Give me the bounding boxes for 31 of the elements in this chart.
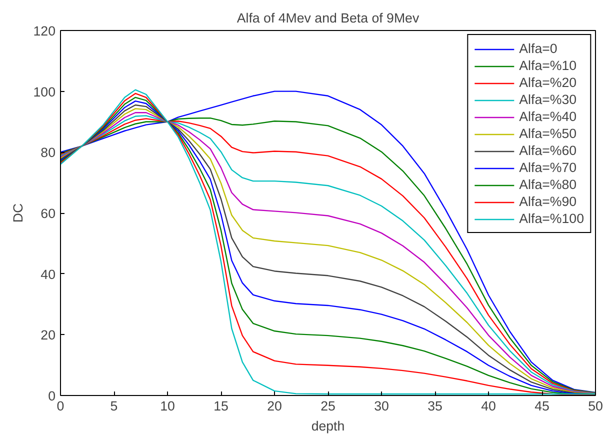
legend-label: Alfa=%10 xyxy=(519,58,577,73)
x-tick-label: 10 xyxy=(160,398,175,414)
y-tick-label: 40 xyxy=(40,266,56,282)
y-tick-label: 20 xyxy=(40,328,56,343)
x-tick-label: 5 xyxy=(110,398,118,414)
x-tick-label: 20 xyxy=(267,398,282,414)
legend-label: Alfa=%40 xyxy=(519,109,577,124)
legend-label: Alfa=%80 xyxy=(519,177,577,192)
y-tick-label: 0 xyxy=(48,388,56,404)
x-tick-label: 45 xyxy=(534,398,550,414)
x-tick-label: 15 xyxy=(214,398,228,414)
legend-label: Alfa=%100 xyxy=(519,211,584,226)
legend-label: Alfa=%90 xyxy=(519,194,577,209)
x-axis-title: depth xyxy=(311,418,345,434)
legend-label: Alfa=%30 xyxy=(519,92,577,107)
x-tick-label: 25 xyxy=(320,398,336,414)
y-tick-label: 80 xyxy=(40,145,56,160)
x-tick-label: 50 xyxy=(588,398,603,414)
legend-label: Alfa=0 xyxy=(519,41,558,56)
y-axis-title: DC xyxy=(10,203,26,223)
legend-label: Alfa=%20 xyxy=(519,75,577,90)
legend-label: Alfa=%50 xyxy=(519,126,577,141)
y-tick-label: 100 xyxy=(33,84,56,100)
legend-label: Alfa=%60 xyxy=(519,143,577,158)
legend-label: Alfa=%70 xyxy=(519,160,577,175)
chart-title: Alfa of 4Mev and Beta of 9Mev xyxy=(236,10,420,26)
x-tick-label: 40 xyxy=(481,398,496,414)
x-tick-label: 30 xyxy=(374,398,389,414)
y-tick-label: 60 xyxy=(40,206,56,221)
y-tick-label: 120 xyxy=(33,24,56,38)
x-tick-label: 35 xyxy=(428,398,442,414)
